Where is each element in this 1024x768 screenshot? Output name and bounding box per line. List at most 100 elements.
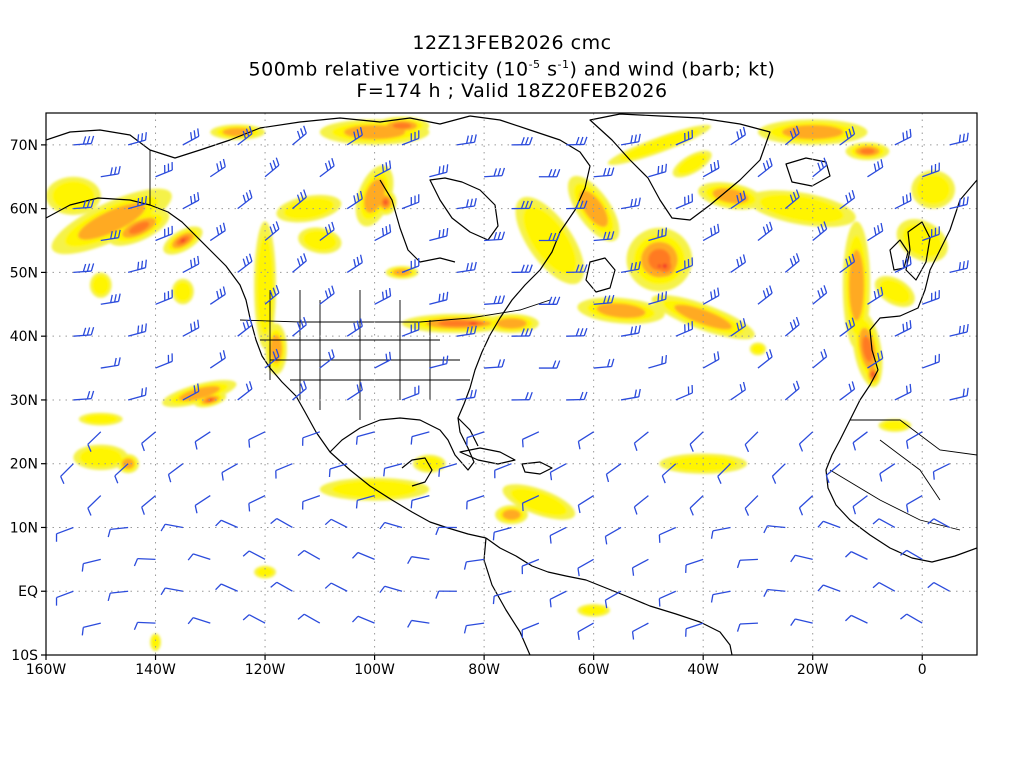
lon-tick-label: 40W bbox=[687, 662, 719, 678]
wind-barb bbox=[577, 558, 594, 577]
lat-tick-label: 30N bbox=[10, 393, 38, 409]
wind-barb bbox=[155, 353, 173, 369]
wind-barb bbox=[73, 263, 95, 274]
wind-barb bbox=[55, 590, 74, 606]
wind-barb bbox=[784, 189, 800, 210]
wind-barb bbox=[187, 553, 211, 561]
vorticity-shading bbox=[46, 116, 956, 652]
wind-barb bbox=[264, 157, 280, 178]
wind-barb bbox=[521, 431, 540, 448]
wind-barb bbox=[593, 231, 615, 242]
wind-barb bbox=[949, 196, 969, 210]
wind-barb bbox=[839, 126, 856, 146]
wind-barb bbox=[194, 431, 211, 450]
wind-barb bbox=[633, 495, 649, 515]
vorticity-contour bbox=[916, 174, 951, 205]
wind-barb bbox=[237, 126, 253, 146]
wind-barb bbox=[466, 431, 485, 446]
lat-tick-label: 20N bbox=[10, 457, 38, 473]
vorticity-contour bbox=[83, 414, 118, 425]
wind-barb bbox=[730, 126, 747, 146]
wind-barb bbox=[784, 125, 800, 146]
wind-barb bbox=[511, 264, 533, 274]
wind-barb bbox=[270, 517, 293, 529]
wind-barb bbox=[127, 132, 147, 146]
wind-barb bbox=[736, 558, 758, 569]
wind-barb bbox=[484, 295, 506, 305]
wind-barb bbox=[790, 554, 813, 563]
wind-barb bbox=[648, 291, 667, 305]
wind-barb bbox=[346, 318, 363, 337]
wind-barb bbox=[872, 518, 896, 529]
wind-barb bbox=[631, 622, 649, 640]
vorticity-contour bbox=[174, 281, 192, 302]
wind-barb bbox=[270, 581, 293, 592]
wind-barb bbox=[297, 613, 321, 624]
wind-barb bbox=[319, 157, 335, 178]
wind-barb bbox=[324, 518, 348, 529]
wind-barb bbox=[383, 463, 403, 477]
wind-barb bbox=[275, 463, 293, 479]
wind-barb bbox=[675, 384, 694, 401]
wind-barb bbox=[410, 431, 430, 445]
wind-barb bbox=[631, 558, 649, 576]
wind-barb bbox=[685, 622, 704, 637]
wind-barb bbox=[302, 494, 321, 510]
wind-barb bbox=[100, 165, 121, 178]
wind-barb bbox=[812, 348, 828, 369]
lat-tick-label: EQ bbox=[18, 584, 38, 600]
wind-barb bbox=[319, 349, 335, 369]
wind-barb bbox=[167, 463, 184, 483]
wind-barb bbox=[812, 285, 828, 305]
vorticity-contour bbox=[596, 303, 646, 319]
lat-tick-label: 50N bbox=[10, 265, 38, 281]
vorticity-contour bbox=[256, 235, 274, 335]
wind-barb bbox=[87, 431, 102, 452]
lat-tick-label: 60N bbox=[10, 202, 38, 218]
title-line-2: 500mb relative vorticity (10-5 s-1) and … bbox=[0, 54, 1024, 80]
wind-barb bbox=[872, 581, 896, 592]
wind-barb bbox=[604, 590, 622, 609]
wind-barb bbox=[209, 158, 226, 178]
wind-barb bbox=[730, 318, 747, 337]
wind-barb bbox=[900, 549, 923, 560]
wind-barb bbox=[839, 381, 856, 401]
wind-barb bbox=[494, 463, 512, 479]
wind-barb bbox=[242, 614, 266, 624]
wind-barb bbox=[215, 583, 238, 592]
vorticity-contour bbox=[416, 456, 443, 471]
wind-barb bbox=[466, 494, 485, 510]
wind-barb bbox=[605, 463, 622, 483]
wind-barb bbox=[949, 387, 969, 401]
wind-barb bbox=[141, 495, 156, 515]
vorticity-contour bbox=[674, 304, 733, 330]
wind-barb bbox=[292, 380, 307, 401]
vorticity-contour bbox=[128, 221, 150, 234]
wind-barb bbox=[160, 523, 184, 532]
wind-barb bbox=[538, 232, 561, 242]
lat-tick-label: 10S bbox=[11, 648, 38, 664]
title-line-3: F=174 h ; Valid 18Z20FEB2026 bbox=[356, 80, 668, 103]
wind-barb bbox=[73, 390, 95, 401]
wind-barb bbox=[648, 227, 667, 242]
wind-barb bbox=[346, 254, 363, 273]
wind-barb bbox=[894, 192, 912, 210]
vorticity-contour bbox=[579, 190, 609, 227]
lat-tick-label: 40N bbox=[10, 329, 38, 345]
wind-barb bbox=[73, 135, 95, 146]
wind-barb bbox=[577, 431, 594, 450]
wind-barb bbox=[264, 348, 280, 369]
vorticity-contour bbox=[384, 200, 388, 204]
wind-barb bbox=[566, 200, 588, 210]
wind-barb bbox=[492, 590, 512, 605]
wind-barb bbox=[346, 127, 363, 146]
wind-barb bbox=[549, 463, 567, 481]
wind-barb bbox=[194, 495, 211, 514]
wind-barb bbox=[355, 494, 375, 509]
wind-barb bbox=[702, 223, 720, 242]
wind-barb bbox=[237, 189, 253, 210]
lon-tick-label: 140W bbox=[135, 662, 176, 678]
wind-barb bbox=[182, 192, 200, 210]
wind-barb bbox=[302, 431, 321, 446]
lon-tick-label: 80W bbox=[468, 662, 500, 678]
